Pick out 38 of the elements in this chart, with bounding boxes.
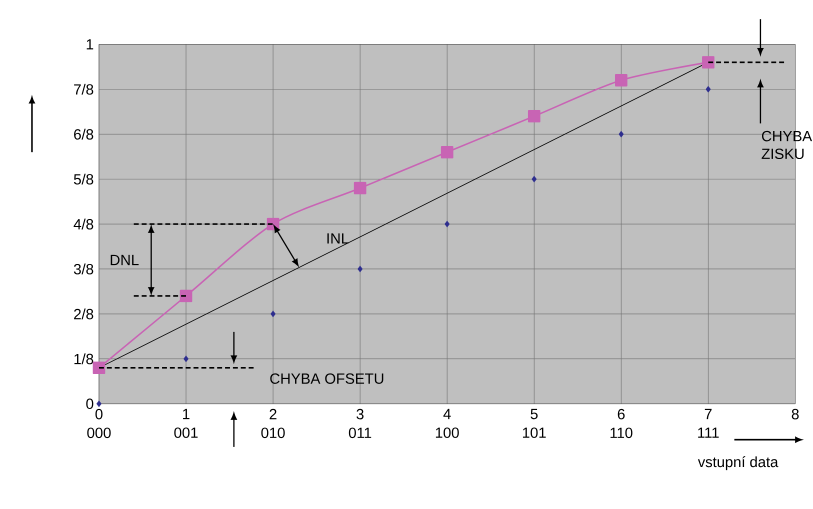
point bbox=[444, 220, 450, 228]
point bbox=[354, 182, 366, 194]
y-tick-label: 7/8 bbox=[74, 84, 94, 95]
x-axis-title: vstupní data bbox=[698, 456, 778, 470]
point bbox=[440, 146, 454, 158]
annotation: CHYBA ZISKU bbox=[762, 130, 812, 159]
point bbox=[706, 86, 711, 93]
point bbox=[96, 400, 102, 408]
x-tick-label: 2 010 bbox=[261, 408, 285, 438]
x-tick-label: 1 001 bbox=[174, 408, 198, 438]
point bbox=[92, 362, 106, 374]
x-tick-label: 8 bbox=[792, 408, 799, 420]
point bbox=[528, 110, 540, 122]
annotation: INL bbox=[327, 233, 349, 244]
annotation: CHYBA OFSETU bbox=[270, 373, 384, 384]
point bbox=[702, 56, 714, 68]
point bbox=[183, 355, 189, 362]
y-tick-label: 6/8 bbox=[74, 128, 94, 140]
x-tick-label: 3 011 bbox=[348, 408, 372, 438]
y-tick-label: 1 bbox=[86, 39, 94, 50]
y-tick-label: 4/8 bbox=[74, 218, 94, 230]
point bbox=[614, 74, 628, 86]
y-tick-label: 1/8 bbox=[74, 353, 94, 364]
x-tick-label: 4 100 bbox=[436, 408, 459, 438]
x-tick-label: 6 110 bbox=[610, 408, 632, 438]
y-tick-label: 0 bbox=[86, 398, 94, 409]
y-tick-label: 2/8 bbox=[74, 308, 94, 320]
y-tick-label: 5/8 bbox=[74, 174, 94, 184]
x-tick-label: 7 111 bbox=[698, 408, 719, 438]
point bbox=[358, 266, 363, 272]
x-tick-label: 0 000 bbox=[87, 408, 111, 438]
point bbox=[618, 130, 624, 138]
point bbox=[532, 176, 537, 182]
point bbox=[270, 310, 276, 318]
x-tick-label: 5 101 bbox=[522, 408, 546, 438]
annotation: DNL bbox=[110, 254, 139, 265]
y-tick-label: 3/8 bbox=[74, 263, 94, 274]
point bbox=[180, 290, 192, 302]
